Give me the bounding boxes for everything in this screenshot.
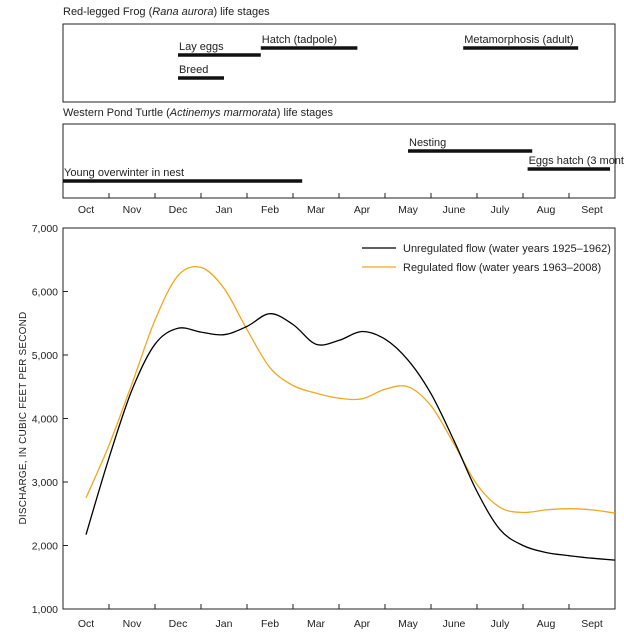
- y-tick-label-3000: 3,000: [32, 477, 58, 489]
- stage-label-lay-eggs: Lay eggs: [179, 41, 224, 53]
- stage-label-eggs-hatch-3-months: Eggs hatch (3 months): [529, 155, 624, 167]
- legend-label-regulated-flow: Regulated flow (water years 1963–2008): [403, 262, 601, 274]
- turtle-panel-title: Western Pond Turtle (Actinemys marmorata…: [63, 107, 334, 119]
- stage-label-hatch-tadpole: Hatch (tadpole): [262, 34, 337, 46]
- x-tick-label-jan: Jan: [216, 618, 233, 630]
- top-month-label-may: May: [398, 204, 419, 216]
- x-tick-label-mar: Mar: [307, 618, 326, 630]
- top-month-label-mar: Mar: [307, 204, 326, 216]
- y-tick-label-2000: 2,000: [32, 541, 58, 553]
- top-month-label-dec: Dec: [169, 204, 188, 216]
- frog-panel-frame: [62, 23, 616, 103]
- top-month-label-nov: Nov: [123, 204, 142, 216]
- x-tick-label-july: July: [491, 618, 510, 630]
- x-tick-label-oct: Oct: [78, 618, 94, 630]
- stage-label-nesting: Nesting: [409, 137, 446, 149]
- top-month-label-july: July: [491, 204, 510, 216]
- top-month-label-apr: Apr: [354, 204, 371, 216]
- stage-label-breed: Breed: [179, 64, 208, 76]
- y-tick-label-5000: 5,000: [32, 350, 58, 362]
- turtle-life-stage-bars: Nesting Eggs hatch (3 months) Young overwi…: [63, 137, 624, 183]
- discharge-y-axis: 1,000 2,000 3,000 4,000 5,000 6,000 7,000: [32, 223, 68, 616]
- frog-panel-title: Red-legged Frog (Rana aurora) life stage…: [63, 6, 270, 18]
- series-line-regulated-flow: [85, 265, 616, 514]
- y-tick-label-6000: 6,000: [32, 287, 58, 299]
- stage-label-young-overwinter-in-nest: Young overwinter in nest: [64, 167, 184, 179]
- x-tick-label-nov: Nov: [123, 618, 142, 630]
- x-tick-label-feb: Feb: [261, 618, 279, 630]
- x-tick-label-dec: Dec: [169, 618, 188, 630]
- y-tick-label-4000: 4,000: [32, 414, 58, 426]
- series-line-unregulated-flow: [85, 313, 616, 561]
- top-month-label-sept: Sept: [581, 204, 603, 216]
- y-tick-label-1000: 1,000: [32, 604, 58, 616]
- frog-life-stage-bars: Lay eggs Breed Hatch (tadpole) Metamorphosi…: [178, 34, 579, 80]
- discharge-series-lines: [85, 265, 616, 561]
- month-axis-top: Oct Nov Dec Jan Feb Mar Apr May June July Aug Sept: [62, 193, 616, 216]
- y-tick-label-7000: 7,000: [32, 223, 58, 235]
- x-tick-label-sept: Sept: [581, 618, 603, 630]
- discharge-plot-frame: [62, 227, 616, 610]
- legend: Unregulated flow (water years 1925–1962)…: [362, 243, 611, 274]
- x-tick-label-may: May: [398, 618, 419, 630]
- top-month-label-feb: Feb: [261, 204, 279, 216]
- legend-label-unregulated-flow: Unregulated flow (water years 1925–1962): [403, 243, 611, 255]
- top-month-label-aug: Aug: [537, 204, 556, 216]
- x-tick-label-june: June: [443, 618, 466, 630]
- x-tick-label-apr: Apr: [354, 618, 371, 630]
- x-tick-label-aug: Aug: [537, 618, 556, 630]
- top-month-label-june: June: [443, 204, 466, 216]
- top-month-label-oct: Oct: [78, 204, 94, 216]
- discharge-x-axis: Oct Nov Dec Jan Feb Mar Apr May June July Aug Sept: [62, 604, 616, 630]
- top-month-label-jan: Jan: [216, 204, 233, 216]
- y-axis-label: DISCHARGE, IN CUBIC FEET PER SECOND: [18, 312, 29, 525]
- stage-label-metamorphosis-adult: Metamorphosis (adult): [464, 34, 573, 46]
